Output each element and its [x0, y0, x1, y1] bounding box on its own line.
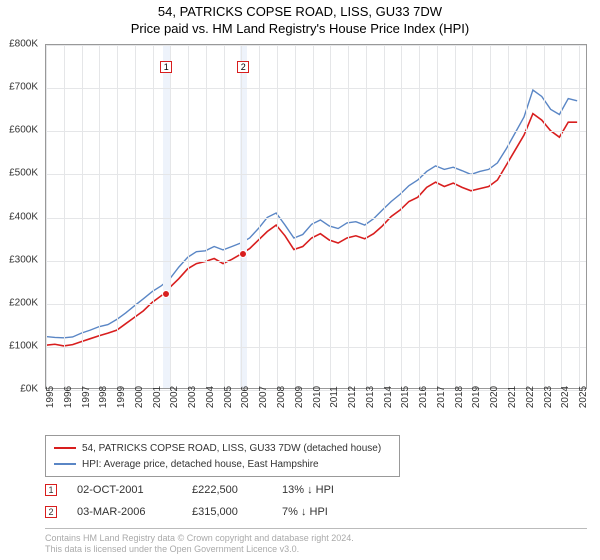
title-main: 54, PATRICKS COPSE ROAD, LISS, GU33 7DW [0, 4, 600, 19]
sale-date-1: 02-OCT-2001 [77, 484, 172, 496]
sale-marker-1: 1 [45, 484, 57, 496]
y-axis-labels: £0K£100K£200K£300K£400K£500K£600K£700K£8… [0, 44, 42, 389]
legend-row-property: 54, PATRICKS COPSE ROAD, LISS, GU33 7DW … [54, 440, 391, 456]
sale-diff-2: 7% ↓ HPI [282, 506, 362, 518]
sales-table: 1 02-OCT-2001 £222,500 13% ↓ HPI 2 03-MA… [45, 478, 587, 522]
sale-marker-2: 2 [45, 506, 57, 518]
legend-row-hpi: HPI: Average price, detached house, East… [54, 456, 391, 472]
plot-area: 12 [45, 44, 587, 389]
legend-box: 54, PATRICKS COPSE ROAD, LISS, GU33 7DW … [45, 435, 400, 477]
chart-container: 54, PATRICKS COPSE ROAD, LISS, GU33 7DW … [0, 0, 600, 560]
title-block: 54, PATRICKS COPSE ROAD, LISS, GU33 7DW … [0, 0, 600, 36]
x-axis-labels: 1995199619971998199920002001200220032004… [45, 392, 587, 432]
plot-svg [46, 45, 586, 388]
title-sub: Price paid vs. HM Land Registry's House … [0, 21, 600, 36]
footer-attribution: Contains HM Land Registry data © Crown c… [45, 528, 587, 556]
footer-line-1: Contains HM Land Registry data © Crown c… [45, 533, 587, 544]
sale-row-2: 2 03-MAR-2006 £315,000 7% ↓ HPI [45, 502, 587, 522]
legend-swatch-property [54, 447, 76, 449]
sale-row-1: 1 02-OCT-2001 £222,500 13% ↓ HPI [45, 480, 587, 500]
sale-price-2: £315,000 [192, 506, 262, 518]
sale-date-2: 03-MAR-2006 [77, 506, 172, 518]
legend-label-hpi: HPI: Average price, detached house, East… [82, 459, 319, 470]
sale-price-1: £222,500 [192, 484, 262, 496]
legend-swatch-hpi [54, 463, 76, 465]
footer-line-2: This data is licensed under the Open Gov… [45, 544, 587, 555]
down-arrow-icon: ↓ [307, 484, 313, 496]
sale-diff-1: 13% ↓ HPI [282, 484, 362, 496]
legend-label-property: 54, PATRICKS COPSE ROAD, LISS, GU33 7DW … [82, 443, 381, 454]
down-arrow-icon: ↓ [301, 506, 307, 518]
